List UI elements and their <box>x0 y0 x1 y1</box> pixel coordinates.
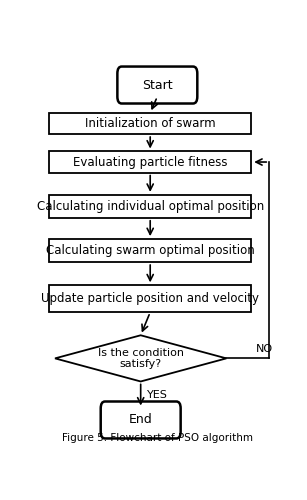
FancyBboxPatch shape <box>49 113 251 134</box>
Polygon shape <box>55 336 226 382</box>
Text: Calculating swarm optimal position: Calculating swarm optimal position <box>46 244 255 257</box>
Text: YES: YES <box>147 390 168 400</box>
FancyBboxPatch shape <box>101 402 181 438</box>
FancyBboxPatch shape <box>49 285 251 312</box>
Text: Start: Start <box>142 78 173 92</box>
Text: NO: NO <box>256 344 273 354</box>
Text: End: End <box>129 414 153 426</box>
FancyBboxPatch shape <box>49 195 251 218</box>
Text: Is the condition
satisfy?: Is the condition satisfy? <box>98 348 184 369</box>
Text: Update particle position and velocity: Update particle position and velocity <box>41 292 259 305</box>
FancyBboxPatch shape <box>49 152 251 172</box>
Text: Calculating individual optimal position: Calculating individual optimal position <box>37 200 264 213</box>
Text: Evaluating particle fitness: Evaluating particle fitness <box>73 156 227 168</box>
FancyBboxPatch shape <box>49 239 251 262</box>
FancyBboxPatch shape <box>117 66 197 104</box>
Text: Initialization of swarm: Initialization of swarm <box>85 117 216 130</box>
Text: Figure 5. Flowchart of PSO algorithm: Figure 5. Flowchart of PSO algorithm <box>62 433 253 443</box>
